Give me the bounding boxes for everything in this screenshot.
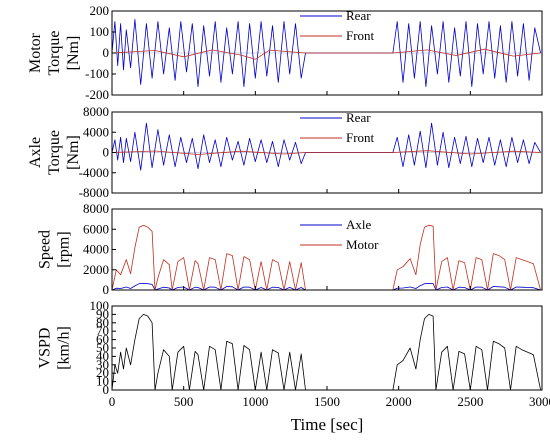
series-line-vspd [111,313,541,391]
plot-frame [111,305,543,391]
y-tick-label: 40 [96,348,109,363]
y-tick-label: 0 [103,145,110,160]
y-tick-label: 6000 [83,221,109,236]
y-tick-label: 2000 [83,262,109,277]
y-tick-label: 90 [96,306,109,321]
y-tick-label: 100 [90,24,110,39]
y-tick-label: 80 [96,315,109,330]
y-tick-label: 8000 [83,201,109,216]
panel-motor-torque: -200 -100 0 100 200 Motor Torque [Nm] Rear Front [27,3,543,102]
y-axis-label-line: [rpm] [56,231,73,267]
x-axis-label: Time [sec] [291,415,364,434]
legend-label-rear: Rear [346,110,371,125]
y-tick-label: 10 [96,374,109,389]
y-tick-label: 0 [103,45,110,60]
series-line-front [111,48,541,60]
legend-label-rear: Rear [346,8,371,23]
y-tick-label: 30 [96,357,109,372]
y-axis-label-line: Axle [27,137,44,168]
series-line-front [111,150,541,155]
legend-label-front: Front [346,130,375,145]
y-axis-label-line: [Nm] [65,135,82,170]
legend-label-motor: Motor [346,237,379,252]
x-tick-label: 0 [109,394,116,409]
y-tick-label: 8000 [83,104,109,119]
series-line-rear [111,18,541,87]
y-axis-label-line: Speed [37,230,54,269]
x-tick-label: 1500 [314,394,340,409]
y-tick-label: 4000 [83,242,109,257]
y-tick-label: 50 [96,340,109,355]
x-tick-label: 1000 [242,394,268,409]
plot-frame [111,208,543,291]
x-tick-label: 3000 [529,394,550,409]
y-tick-label: 100 [90,298,110,313]
y-axis-label-line: Torque [46,130,63,175]
panel-axle-torque: -8000 -4000 0 4000 8000 Axle Torque [Nm] Rear Fro… [27,104,543,200]
y-tick-label: 4000 [83,124,109,139]
y-axis-label-line: VSPD [37,328,54,369]
legend-label-axle: Axle [346,217,372,232]
y-tick-label: -8000 [79,185,109,200]
y-tick-label: 20 [96,365,109,380]
y-tick-label: 70 [96,323,109,338]
y-tick-label: 0 [103,282,110,297]
x-tick-label: 2000 [386,394,412,409]
series-line-axle [111,282,541,291]
y-tick-label: 60 [96,332,109,347]
x-tick-label: 500 [174,394,194,409]
y-tick-label: -100 [85,66,109,81]
y-axis-label-line: Torque [46,30,63,75]
y-axis-label-line: [km/h] [56,326,73,370]
y-tick-label: -4000 [79,165,109,180]
y-axis-label-line: [Nm] [65,36,82,71]
y-tick-label: 0 [103,382,110,397]
x-tick-label: 2500 [457,394,483,409]
y-axis-label-line: Motor [27,32,44,73]
series-line-motor [111,224,541,291]
y-tick-label: 200 [90,3,110,18]
series-line-rear [111,122,541,171]
y-tick-label: -200 [85,87,109,102]
legend-label-front: Front [346,28,375,43]
panel-speed: 0 2000 4000 6000 8000 Speed [rpm] Axle Motor [37,201,543,297]
